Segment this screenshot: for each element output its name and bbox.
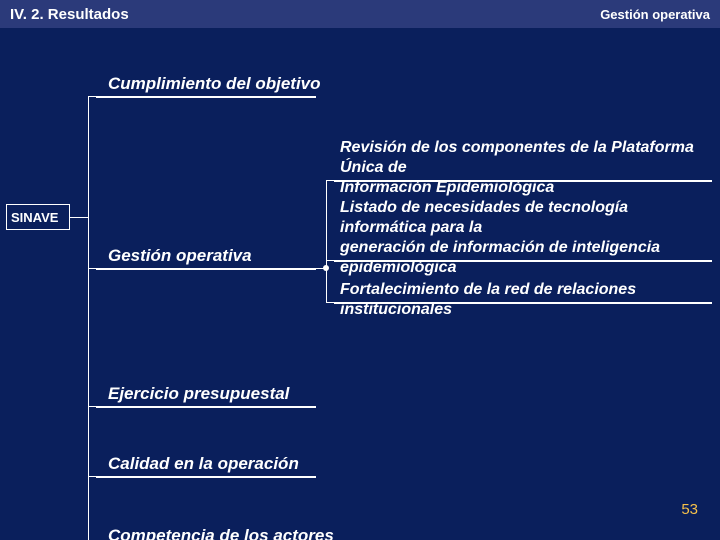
l2-label: Fortalecimiento de la red de relaciones … [340, 280, 712, 320]
l2-connector [326, 260, 334, 261]
l1-underline [96, 96, 316, 98]
level2-trunk [326, 180, 327, 302]
l1-label: Competencia de los actores [108, 526, 334, 540]
l1-underline [96, 268, 316, 270]
l2-label: Revisión de los componentes de la Plataf… [340, 138, 712, 198]
l1-connector [88, 476, 96, 477]
root-connector [70, 217, 88, 218]
l1-label: Calidad en la operación [108, 454, 299, 474]
l1-underline [96, 406, 316, 408]
l1-label: Ejercicio presupuestal [108, 384, 289, 404]
l1-connector [88, 406, 96, 407]
l1-connector [88, 268, 96, 269]
root-label: SINAVE [11, 210, 58, 225]
root-node: SINAVE [6, 204, 70, 230]
diagram-area: SINAVE Cumplimiento del objetivo Gestión … [0, 28, 720, 540]
l2-connector [326, 302, 334, 303]
l2-connector [326, 180, 334, 181]
slide-header: IV. 2. Resultados Gestión operativa [0, 0, 720, 28]
l2-parent-connector [316, 268, 326, 269]
level1-trunk [88, 96, 89, 540]
l1-label: Gestión operativa [108, 246, 252, 266]
l1-connector [88, 96, 96, 97]
l1-underline [96, 476, 316, 478]
header-title-right: Gestión operativa [600, 7, 710, 22]
page-number: 53 [681, 501, 698, 518]
l2-label: Listado de necesidades de tecnología inf… [340, 198, 712, 278]
l1-label: Cumplimiento del objetivo [108, 74, 321, 94]
header-title-left: IV. 2. Resultados [10, 6, 129, 23]
